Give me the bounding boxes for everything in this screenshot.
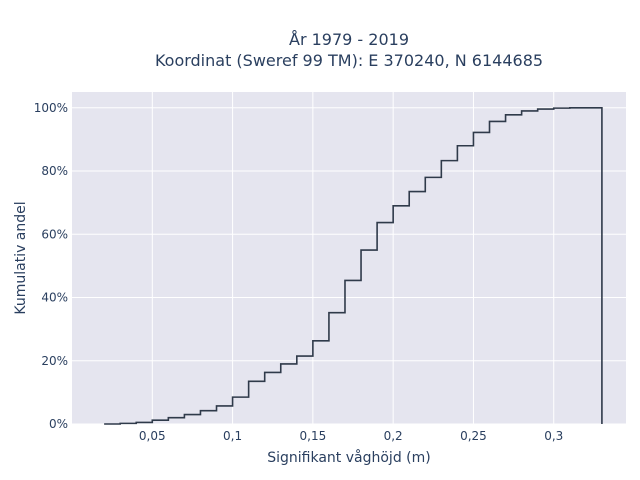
x-axis-title: Signifikant våghöjd (m) (267, 449, 430, 466)
cumulative-step-line (104, 107, 603, 425)
x-tick-label: 0,1 (223, 429, 242, 443)
x-tick-label: 0,25 (460, 429, 487, 443)
x-axis-ticks: 0,05 0,1 0,15 0,2 0,25 0,3 (139, 429, 563, 443)
x-tick-label: 0,05 (139, 429, 166, 443)
chart-title-line-1: År 1979 - 2019 (289, 30, 409, 49)
y-tick-label: 80% (41, 164, 68, 178)
y-tick-label: 20% (41, 354, 68, 368)
x-tick-label: 0,2 (384, 429, 403, 443)
plot-area (72, 92, 626, 424)
chart-title-line-2: Koordinat (Sweref 99 TM): E 370240, N 61… (155, 51, 543, 70)
grid (72, 92, 626, 425)
y-tick-label: 40% (41, 291, 68, 305)
y-tick-label: 100% (34, 101, 68, 115)
y-tick-label: 60% (41, 227, 68, 241)
x-tick-label: 0,15 (300, 429, 327, 443)
x-tick-label: 0,3 (544, 429, 563, 443)
y-tick-label: 0% (49, 417, 68, 431)
y-axis-title: Kumulativ andel (13, 201, 29, 314)
y-axis-ticks: 0% 20% 40% 60% 80% 100% (34, 101, 68, 431)
